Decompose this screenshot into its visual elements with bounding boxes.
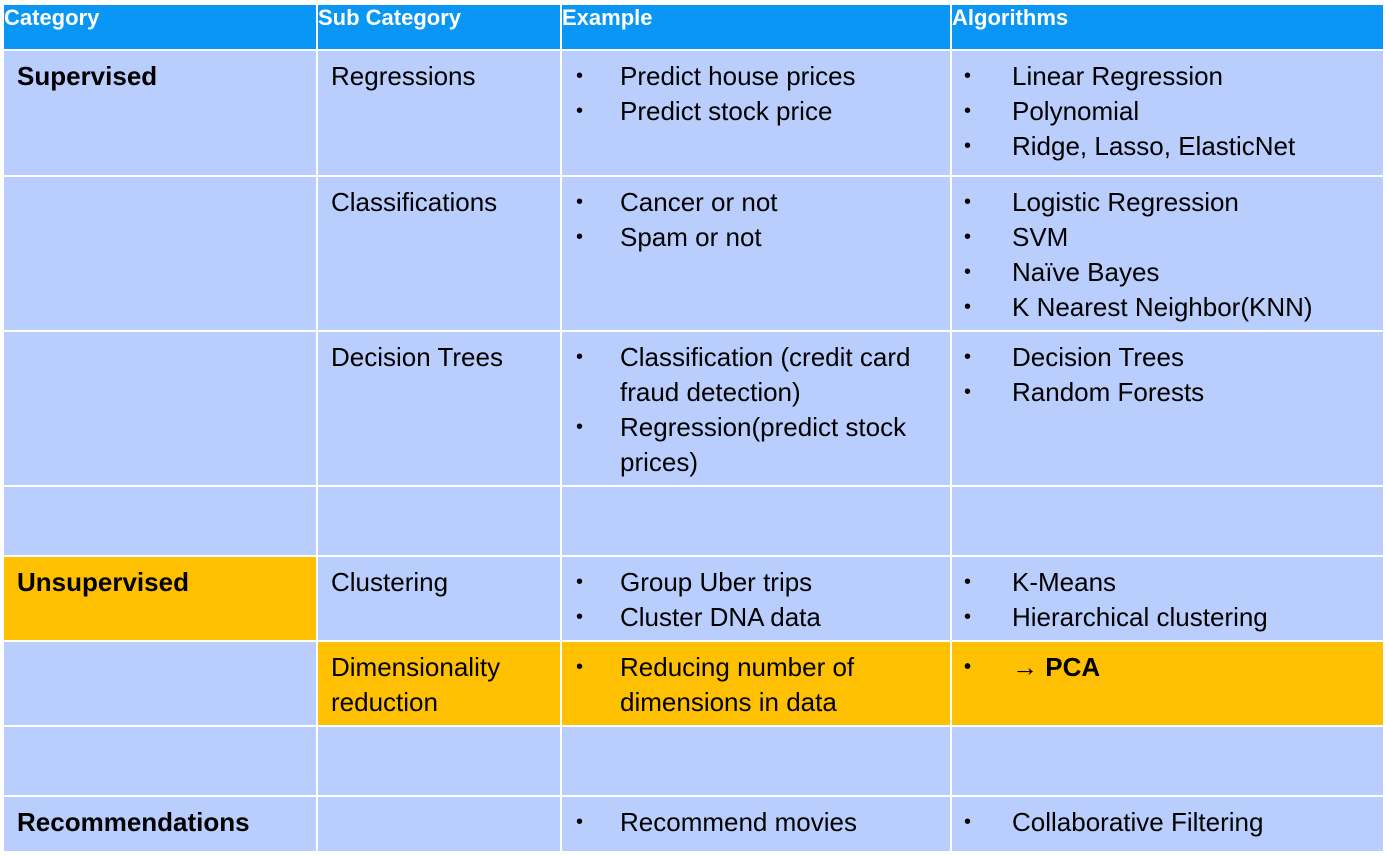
category-cell: Unsupervised [2, 555, 318, 642]
example-cell: Cancer or not Spam or not [560, 175, 952, 332]
header-row: Category Sub Category Example Algorithms [2, 3, 1385, 51]
category-cell [2, 640, 318, 727]
table-row [2, 725, 1385, 797]
algorithm-item: Collaborative Filtering [952, 805, 1383, 840]
category-cell [2, 175, 318, 332]
category-label [4, 332, 316, 340]
algorithm-item: K-Means [952, 565, 1383, 600]
subcategory-cell: Clustering [316, 555, 562, 642]
category-label [4, 642, 316, 650]
algorithm-item: → PCA [952, 650, 1383, 685]
algorithm-item: K Nearest Neighbor(KNN) [952, 290, 1383, 325]
ml-categories-table: Category Sub Category Example Algorithms… [2, 3, 1385, 853]
table-row: Classifications Cancer or not Spam or no… [2, 175, 1385, 332]
category-cell [2, 485, 318, 557]
algorithms-cell: Linear Regression Polynomial Ridge, Lass… [950, 49, 1385, 177]
header-category: Category [2, 3, 318, 51]
header-algorithms: Algorithms [950, 3, 1385, 51]
subcategory-cell [316, 795, 562, 853]
subcategory-cell: Regressions [316, 49, 562, 177]
algorithm-item: Naïve Bayes [952, 255, 1383, 290]
algorithm-item: Ridge, Lasso, ElasticNet [952, 129, 1383, 164]
example-item: Predict house prices [562, 59, 950, 94]
table-row: Decision Trees Classification (credit ca… [2, 330, 1385, 487]
example-item: Classification (credit card fraud detect… [562, 340, 950, 410]
subcategory-label: Clustering [331, 567, 449, 597]
algorithm-item: Linear Regression [952, 59, 1383, 94]
example-item: Cancer or not [562, 185, 950, 220]
header-subcategory: Sub Category [316, 3, 562, 51]
category-label [4, 177, 316, 185]
category-label: Supervised [17, 61, 158, 91]
category-cell: Recommendations [2, 795, 318, 853]
subcategory-cell: Dimensionality reduction [316, 640, 562, 727]
subcategory-cell [316, 485, 562, 557]
subcategory-label: Decision Trees [331, 342, 503, 372]
category-cell [2, 725, 318, 797]
algorithms-cell: Collaborative Filtering [950, 795, 1385, 853]
example-item: Group Uber trips [562, 565, 950, 600]
example-item: Reducing number of dimensions in data [562, 650, 950, 720]
example-item: Regression(predict stock prices) [562, 410, 950, 480]
example-item: Recommend movies [562, 805, 950, 840]
algorithm-item: Hierarchical clustering [952, 600, 1383, 635]
algorithms-cell: → PCA [950, 640, 1385, 727]
example-cell: Recommend movies [560, 795, 952, 853]
category-cell [2, 330, 318, 487]
subcategory-label: Regressions [331, 61, 476, 91]
algorithms-cell [950, 725, 1385, 797]
example-cell: Classification (credit card fraud detect… [560, 330, 952, 487]
category-label: Recommendations [17, 807, 250, 837]
subcategory-label: Classifications [331, 187, 498, 217]
example-item: Predict stock price [562, 94, 950, 129]
example-item: Spam or not [562, 220, 950, 255]
category-cell: Supervised [2, 49, 318, 177]
algorithms-cell: Decision Trees Random Forests [950, 330, 1385, 487]
subcategory-cell: Decision Trees [316, 330, 562, 487]
example-cell: Reducing number of dimensions in data [560, 640, 952, 727]
table-row: Dimensionality reduction Reducing number… [2, 640, 1385, 727]
algorithm-item: Logistic Regression [952, 185, 1383, 220]
table-row [2, 485, 1385, 557]
example-cell: Predict house prices Predict stock price [560, 49, 952, 177]
category-label: Unsupervised [17, 567, 189, 597]
table-row: Recommendations Recommend movies Collabo… [2, 795, 1385, 853]
header-example: Example [560, 3, 952, 51]
algorithms-cell: K-Means Hierarchical clustering [950, 555, 1385, 642]
subcategory-label: Dimensionality reduction [331, 652, 501, 717]
algorithm-item: Random Forests [952, 375, 1383, 410]
algorithms-cell: Logistic Regression SVM Naïve Bayes K Ne… [950, 175, 1385, 332]
example-cell [560, 485, 952, 557]
example-cell [560, 725, 952, 797]
algorithm-item: Decision Trees [952, 340, 1383, 375]
algorithm-item: Polynomial [952, 94, 1383, 129]
algorithm-item: SVM [952, 220, 1383, 255]
example-cell: Group Uber trips Cluster DNA data [560, 555, 952, 642]
table-row: Unsupervised Clustering Group Uber trips… [2, 555, 1385, 642]
table-row: Supervised Regressions Predict house pri… [2, 49, 1385, 177]
subcategory-cell [316, 725, 562, 797]
subcategory-cell: Classifications [316, 175, 562, 332]
algorithms-cell [950, 485, 1385, 557]
subcategory-label [318, 797, 560, 805]
example-item: Cluster DNA data [562, 600, 950, 635]
